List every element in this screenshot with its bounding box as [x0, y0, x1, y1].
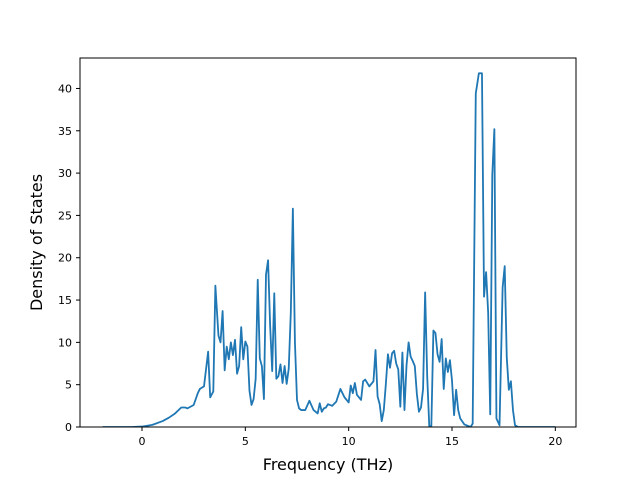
x-axis-label: Frequency (THz): [263, 455, 393, 474]
y-tick-label: 5: [65, 379, 72, 392]
y-axis-ticks: 0 5 10 15 20 25 30 35 40: [58, 82, 80, 434]
y-tick-label: 0: [65, 421, 72, 434]
axes-frame: [79, 57, 577, 428]
x-tick-label: 5: [242, 435, 249, 448]
x-tick-label: 15: [445, 435, 459, 448]
y-tick-label: 15: [58, 294, 72, 307]
x-tick-label: 20: [548, 435, 562, 448]
y-tick-label: 10: [58, 336, 72, 349]
y-tick-label: 20: [58, 252, 72, 265]
plot-area: [102, 72, 556, 427]
x-axis-ticks: 0 5 10 15 20: [139, 427, 562, 448]
dos-series-line: [102, 72, 556, 427]
x-tick-label: 10: [342, 435, 356, 448]
y-tick-label: 35: [58, 125, 72, 138]
y-axis-label: Density of States: [27, 174, 46, 311]
y-tick-label: 40: [58, 82, 72, 95]
y-tick-label: 30: [58, 167, 72, 180]
x-tick-label: 0: [139, 435, 146, 448]
y-tick-label: 25: [58, 209, 72, 222]
